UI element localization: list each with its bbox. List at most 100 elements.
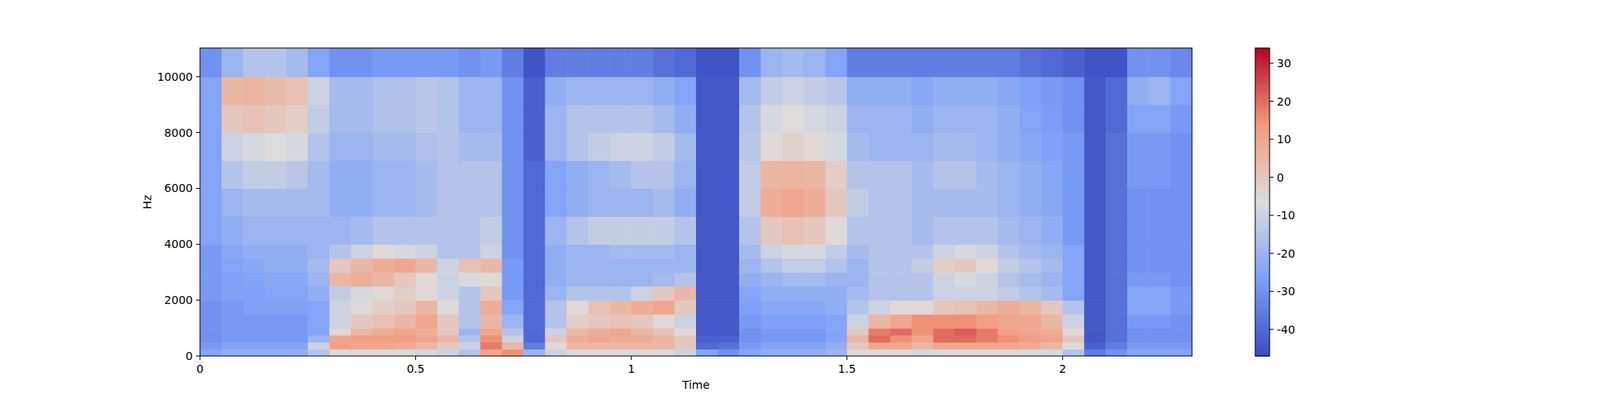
cell bbox=[1084, 258, 1107, 273]
cell bbox=[1127, 258, 1150, 273]
cell bbox=[631, 244, 654, 259]
cell bbox=[868, 244, 892, 259]
cell bbox=[286, 314, 309, 329]
cell bbox=[1105, 132, 1128, 162]
cell bbox=[609, 216, 632, 245]
cell bbox=[912, 300, 935, 315]
cell bbox=[652, 160, 676, 190]
cell bbox=[458, 272, 481, 287]
cell bbox=[544, 160, 568, 190]
cell bbox=[523, 76, 546, 106]
cell bbox=[1084, 160, 1107, 190]
colorbar-frame bbox=[1255, 48, 1270, 356]
cell bbox=[1084, 104, 1107, 134]
cell bbox=[804, 160, 827, 190]
cell bbox=[351, 286, 374, 301]
y-tick bbox=[196, 188, 200, 189]
cell bbox=[200, 348, 223, 356]
cell bbox=[609, 348, 632, 356]
cell bbox=[394, 76, 417, 106]
cell bbox=[480, 132, 503, 162]
cell bbox=[631, 48, 654, 77]
cell bbox=[739, 104, 762, 134]
cell bbox=[1040, 216, 1064, 245]
cell bbox=[1148, 244, 1172, 259]
cell bbox=[523, 328, 546, 336]
cell bbox=[416, 160, 439, 190]
cell bbox=[1062, 342, 1085, 350]
cell bbox=[351, 216, 374, 245]
cell bbox=[1062, 216, 1085, 245]
cell bbox=[1062, 335, 1085, 343]
cell bbox=[739, 314, 762, 329]
cell bbox=[782, 342, 805, 350]
cell bbox=[416, 132, 439, 162]
cell bbox=[1040, 76, 1064, 106]
cell bbox=[739, 48, 762, 77]
colorbar-tick-label: -20 bbox=[1276, 247, 1296, 260]
x-tick-label: 2 bbox=[1059, 362, 1067, 376]
cell bbox=[804, 314, 827, 329]
cell bbox=[480, 48, 503, 77]
cell bbox=[437, 258, 460, 273]
cell bbox=[997, 132, 1020, 162]
chart: 00.511.520200040006000800010000TimeHz-40… bbox=[0, 0, 1600, 400]
cell bbox=[933, 216, 956, 245]
cell bbox=[308, 76, 331, 106]
cell bbox=[782, 300, 805, 315]
cell bbox=[1148, 314, 1172, 329]
cell bbox=[717, 328, 740, 336]
cell bbox=[1062, 244, 1085, 259]
cell bbox=[200, 104, 223, 134]
cell bbox=[760, 335, 784, 343]
cell bbox=[1062, 76, 1085, 106]
cell bbox=[696, 328, 719, 336]
cell bbox=[1019, 314, 1042, 329]
cell bbox=[264, 244, 288, 259]
cell bbox=[631, 272, 654, 287]
cell bbox=[200, 286, 223, 301]
cell bbox=[588, 48, 611, 77]
cell bbox=[717, 132, 740, 162]
cell bbox=[243, 335, 266, 343]
x-tick bbox=[846, 356, 848, 360]
cell bbox=[717, 76, 740, 106]
cell bbox=[501, 314, 524, 329]
cell bbox=[1062, 132, 1085, 162]
cell bbox=[696, 104, 719, 134]
colorbar-tick-label: -30 bbox=[1276, 284, 1296, 298]
cell bbox=[782, 286, 805, 301]
cell bbox=[890, 272, 913, 287]
cell bbox=[782, 348, 805, 356]
cell bbox=[997, 335, 1020, 343]
cell bbox=[221, 216, 244, 245]
cell bbox=[501, 76, 524, 106]
cell bbox=[523, 244, 546, 259]
cell bbox=[480, 342, 503, 350]
cell bbox=[394, 104, 417, 134]
cell bbox=[1127, 76, 1150, 106]
cell bbox=[825, 272, 848, 287]
cell bbox=[243, 300, 266, 315]
cell bbox=[912, 48, 935, 77]
y-tick-label: 0 bbox=[185, 349, 193, 363]
cell bbox=[1170, 335, 1192, 343]
cell bbox=[997, 160, 1020, 190]
cell bbox=[351, 314, 374, 329]
cell bbox=[890, 244, 913, 259]
cell bbox=[847, 300, 870, 315]
cell bbox=[200, 132, 223, 162]
cell bbox=[868, 342, 892, 350]
cell bbox=[1127, 244, 1150, 259]
cell bbox=[394, 216, 417, 245]
cell bbox=[1019, 258, 1042, 273]
cell bbox=[1127, 104, 1150, 134]
plot-frame bbox=[200, 48, 1192, 356]
cell bbox=[523, 272, 546, 287]
cell bbox=[976, 348, 999, 356]
cell bbox=[804, 348, 827, 356]
cell bbox=[804, 132, 827, 162]
cell bbox=[674, 272, 697, 287]
cell bbox=[308, 335, 331, 343]
cell bbox=[847, 314, 870, 329]
